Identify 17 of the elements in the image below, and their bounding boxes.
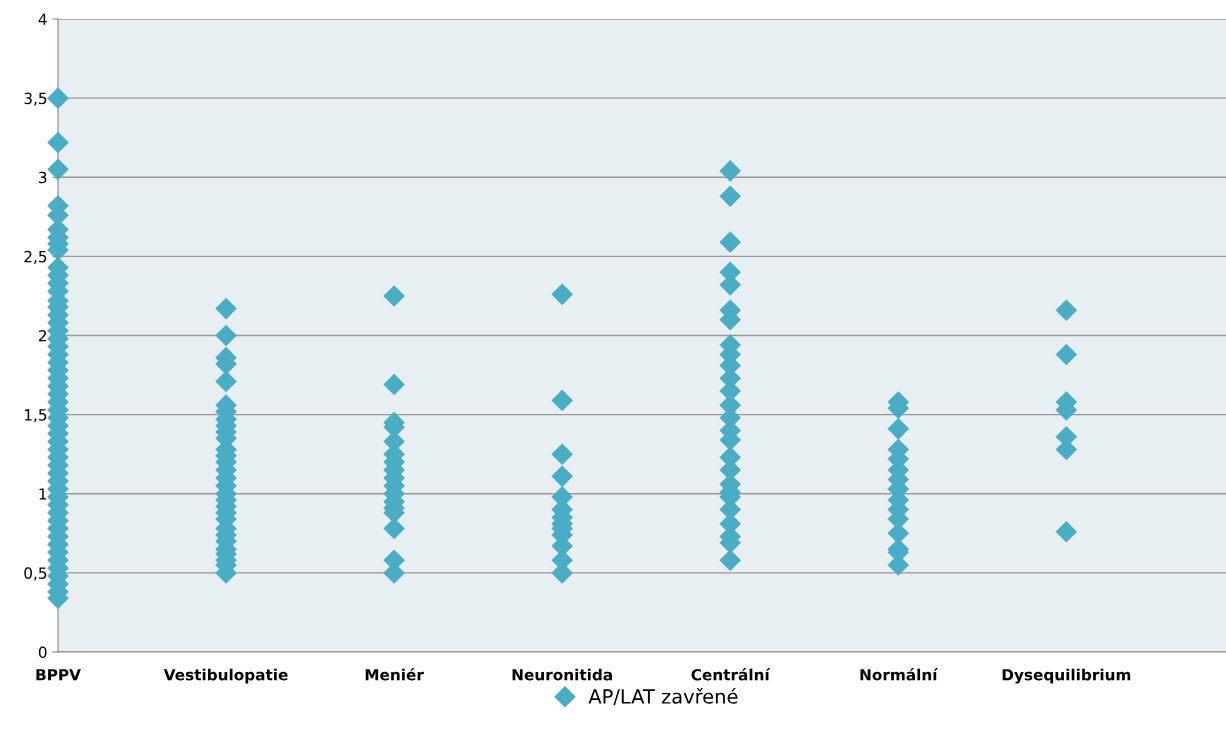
y-tick-label: 3,5 <box>24 92 47 106</box>
y-tick-label: 0,5 <box>24 567 47 581</box>
x-tick-label: Centrální <box>691 668 771 681</box>
x-tick-label: Vestibulopatie <box>163 668 288 684</box>
y-tick-label: 1 <box>39 488 47 500</box>
y-tick-label: 4 <box>38 13 47 25</box>
y-tick-label: 1,5 <box>24 409 47 423</box>
y-tick-label: 3 <box>39 171 47 184</box>
y-tick-label: 2 <box>38 329 47 342</box>
y-tick-label: 2,5 <box>24 250 47 264</box>
x-tick-label: Meniér <box>365 668 424 681</box>
x-tick-label: BPPV <box>36 669 81 681</box>
x-tick-label: Normální <box>860 668 939 681</box>
y-tick-label: 0 <box>38 646 47 659</box>
x-tick-label: Neuronitida <box>512 668 612 681</box>
x-tick-label: Dysequilibrium <box>1002 668 1131 684</box>
legend-label: AP/LAT zavřené <box>588 687 738 706</box>
